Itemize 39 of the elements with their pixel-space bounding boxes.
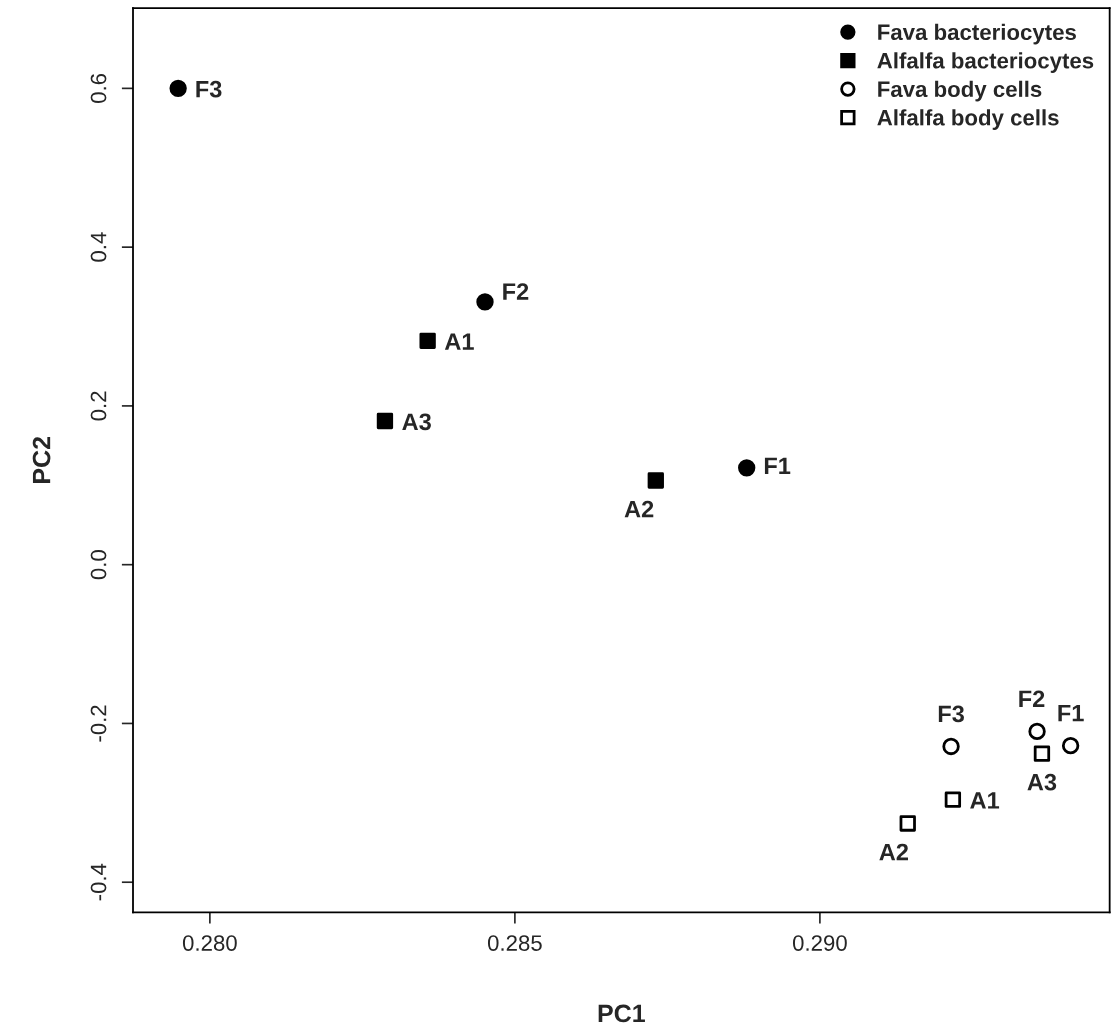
legend-label: Alfalfa bacteriocytes: [877, 52, 1094, 73]
annotation: A1: [444, 333, 474, 350]
y-tick-label: 0.2: [90, 391, 107, 421]
point: [944, 791, 962, 808]
point: [942, 737, 960, 756]
x-axis-title: PC1: [598, 1004, 645, 1023]
point: [1028, 722, 1046, 741]
point: [376, 412, 394, 430]
annotation: F2: [1019, 690, 1045, 707]
point: [1061, 737, 1080, 755]
annotation: A1: [970, 792, 1000, 809]
annotation: A3: [402, 413, 431, 431]
legend-label: Alfalfa body cells: [877, 109, 1059, 130]
annotation: F3: [196, 80, 222, 98]
annotation: A2: [879, 843, 908, 861]
annotation: F1: [1058, 704, 1084, 722]
legend-label: Fava body cells: [878, 80, 1042, 102]
y-tick-label: 0.4: [90, 232, 107, 262]
x-tick-label: 0.285: [487, 935, 542, 951]
x-tick-label: 0.290: [792, 935, 847, 951]
annotation: F1: [764, 457, 791, 474]
legend-label: Fava bacteriocytes: [878, 23, 1076, 45]
point: [1033, 745, 1051, 762]
point: [738, 459, 756, 477]
point: [899, 815, 916, 832]
x-tick-label: 0.280: [182, 935, 237, 951]
annotation: F2: [503, 283, 529, 300]
point: [169, 79, 187, 98]
point: [419, 332, 436, 349]
y-tick-label: -0.4: [90, 863, 107, 901]
annotation: F3: [938, 705, 964, 723]
annotation: A2: [624, 500, 654, 518]
annotation: A3: [1027, 773, 1057, 791]
y-tick-label: 0.6: [90, 73, 107, 103]
point: [476, 293, 494, 311]
y-tick-label: 0.0: [90, 550, 107, 580]
point: [647, 472, 664, 489]
y-axis-title: PC2: [32, 436, 51, 483]
y-tick-label: -0.2: [90, 705, 107, 742]
